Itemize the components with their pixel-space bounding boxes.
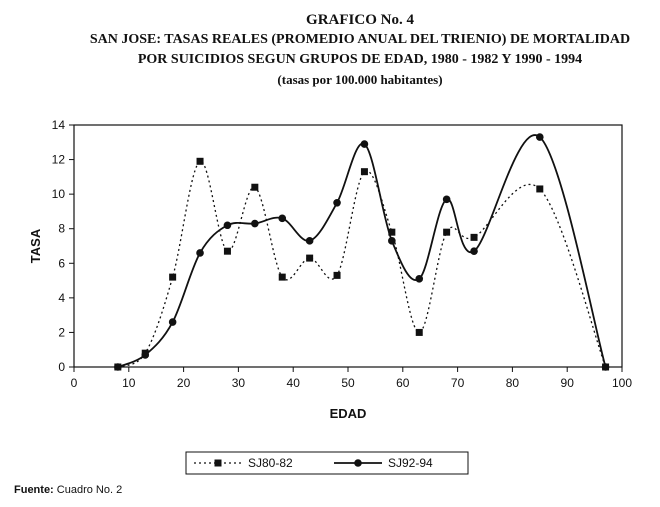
data-point-sj80-82	[306, 254, 314, 262]
chart-subtitle-line-2: POR SUICIDIOS SEGUN GRUPOS DE EDAD, 1980…	[137, 52, 583, 67]
data-point-sj92-94	[442, 195, 451, 204]
data-point-sj80-82	[443, 228, 451, 236]
x-tick-label: 60	[396, 376, 410, 390]
data-point-sj92-94	[278, 214, 287, 223]
data-point-sj92-94	[114, 363, 122, 371]
x-tick-label: 10	[122, 376, 136, 390]
data-point-sj80-82	[223, 247, 231, 255]
data-point-sj80-82	[360, 168, 368, 176]
x-tick-label: 100	[612, 376, 632, 390]
legend-label-sj92-94: SJ92-94	[388, 456, 433, 470]
series-line-sj92-94	[117, 134, 607, 368]
data-point-sj92-94	[601, 363, 610, 371]
chart-title-block: GRAFICO No. 4 SAN JOSE: TASAS REALES (PR…	[60, 10, 660, 90]
chart-subtitle-line-1: SAN JOSE: TASAS REALES (PROMEDIO ANUAL D…	[89, 32, 631, 47]
data-point-sj80-82	[536, 185, 544, 193]
data-point-sj92-94	[536, 133, 544, 141]
y-tick-label: 0	[58, 360, 65, 374]
data-point-sj92-94	[415, 275, 424, 283]
data-point-sj92-94	[333, 198, 341, 207]
x-tick-label: 0	[71, 376, 78, 390]
series-line-sj80-82	[117, 160, 607, 368]
x-tick-label: 70	[451, 376, 465, 390]
x-tick-label: 40	[287, 376, 301, 390]
chart-units-note: (tasas por 100.000 habitantes)	[277, 72, 443, 87]
x-tick-label: 50	[341, 376, 355, 390]
y-tick-label: 12	[52, 153, 66, 167]
x-axis-label: EDAD	[330, 406, 367, 421]
legend-box	[185, 451, 469, 475]
data-point-sj80-82	[169, 273, 177, 281]
data-point-sj92-94	[196, 249, 204, 257]
chart-title: GRAFICO No. 4	[306, 12, 414, 28]
y-tick-label: 8	[58, 222, 65, 236]
data-point-sj92-94	[223, 221, 232, 230]
data-point-sj80-82	[278, 273, 286, 281]
data-point-sj80-82	[388, 228, 396, 236]
x-tick-label: 20	[177, 376, 191, 390]
data-point-sj92-94	[305, 237, 314, 245]
plot-frame	[73, 124, 623, 368]
y-tick-label: 14	[52, 118, 66, 132]
legend-marker-sj80-82	[214, 459, 222, 467]
x-tick-label: 30	[232, 376, 246, 390]
source-note: Fuente: Cuadro No. 2	[14, 484, 122, 496]
data-point-sj92-94	[360, 140, 369, 148]
x-tick-label: 90	[561, 376, 575, 390]
data-point-sj92-94	[168, 318, 177, 326]
legend-label-sj80-82: SJ80-82	[248, 456, 293, 470]
data-point-sj92-94	[141, 351, 150, 359]
x-tick-label: 80	[506, 376, 520, 390]
data-point-sj80-82	[333, 271, 341, 279]
data-point-sj92-94	[470, 247, 478, 255]
data-point-sj80-82	[251, 183, 259, 191]
data-point-sj92-94	[388, 237, 396, 245]
y-axis-label: TASA	[28, 228, 43, 263]
y-tick-label: 6	[58, 256, 65, 270]
source-text: Cuadro No. 2	[56, 484, 123, 496]
y-tick-label: 10	[52, 187, 66, 201]
data-point-sj92-94	[251, 219, 259, 228]
data-point-sj80-82	[415, 328, 423, 336]
data-point-sj80-82	[196, 157, 204, 165]
source-label: Fuente:	[14, 484, 54, 496]
y-tick-label: 2	[58, 325, 65, 339]
y-tick-label: 4	[58, 291, 65, 305]
legend-marker-sj92-94	[354, 459, 362, 467]
data-point-sj80-82	[470, 233, 478, 241]
